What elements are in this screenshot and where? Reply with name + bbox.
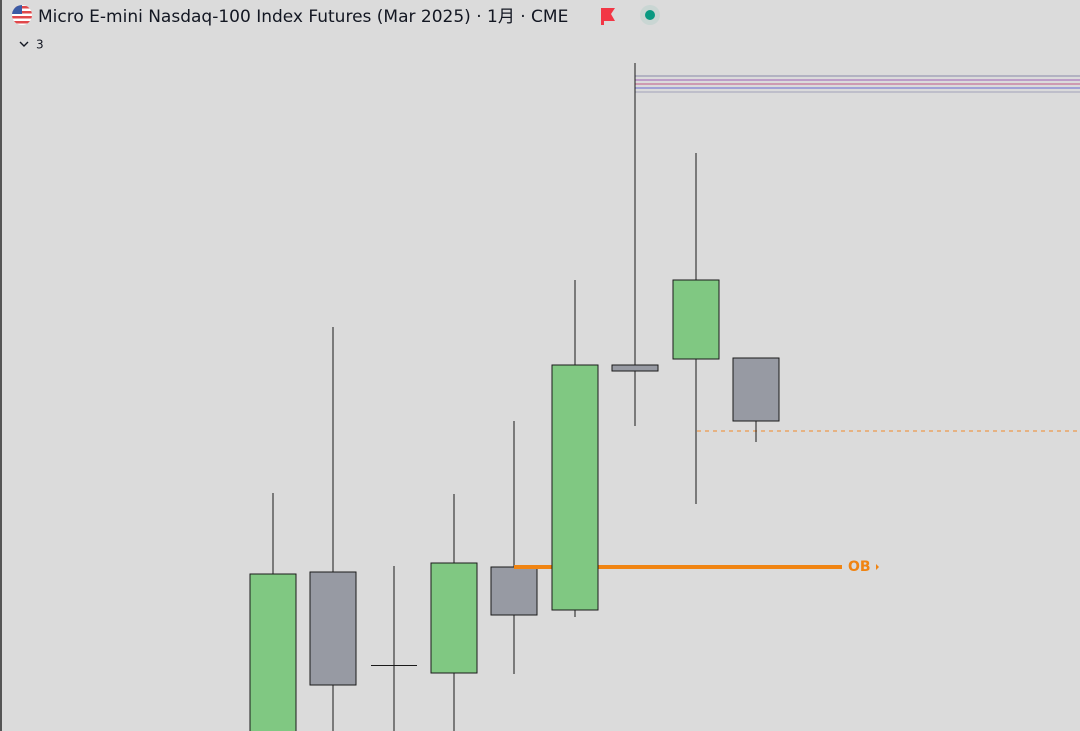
shape: [490, 566, 538, 616]
symbol-title: Micro E-mini Nasdaq-100 Index Futures (M…: [38, 7, 568, 27]
indicators-toggle[interactable]: [19, 41, 29, 47]
shape: [12, 16, 32, 19]
indicator-count[interactable]: 3: [36, 38, 44, 52]
candle: [249, 493, 297, 731]
candle: [551, 280, 599, 617]
order-block-arrow: [876, 564, 879, 570]
shape: [732, 357, 780, 422]
shape: [430, 562, 478, 674]
market-status-dot[interactable]: [645, 10, 655, 20]
shape: [12, 5, 22, 14]
shape: [12, 5, 32, 25]
shape: [249, 573, 297, 731]
shape: [12, 21, 32, 24]
order-block-label: OB: [848, 559, 871, 575]
shape: [309, 571, 357, 686]
candle: [611, 63, 659, 426]
candles: [249, 63, 842, 731]
symbol-flag-icon: [12, 5, 32, 25]
shape: [611, 364, 659, 372]
flag-button[interactable]: [601, 8, 615, 25]
candle: [371, 566, 417, 731]
candle: [732, 357, 780, 442]
candle: [309, 327, 357, 731]
shape: [672, 279, 720, 360]
shape: [551, 364, 599, 611]
candle: [672, 153, 720, 504]
candle: [430, 494, 478, 731]
price-levels: [635, 75, 1080, 93]
candle: [490, 421, 538, 674]
